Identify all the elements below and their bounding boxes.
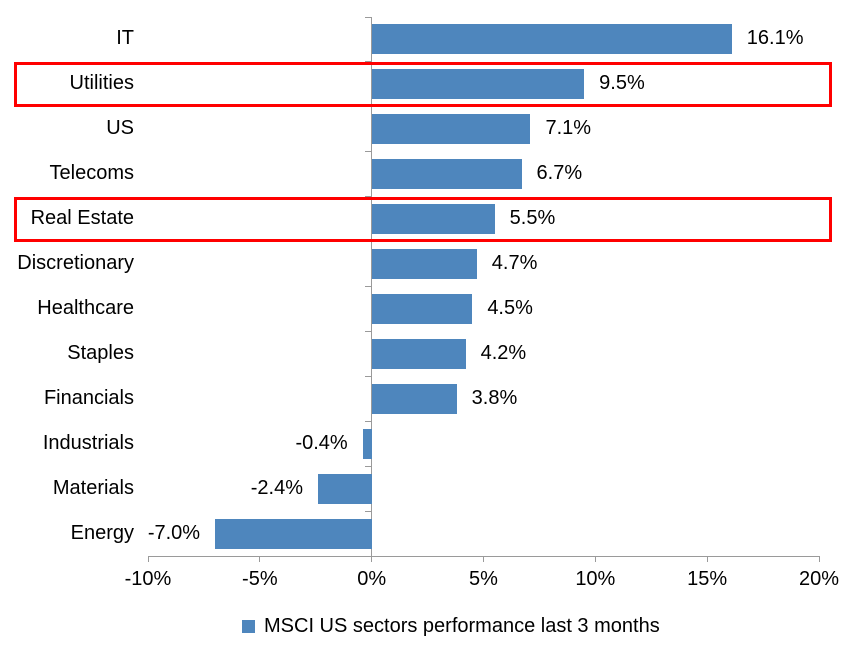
x-tick-label: 10% [575, 568, 616, 590]
bar [317, 473, 372, 504]
bar [362, 428, 372, 459]
bar [371, 159, 522, 190]
x-tick-label: 0% [357, 568, 387, 590]
x-axis-tick [706, 556, 708, 562]
bar [215, 518, 372, 549]
x-tick-label: 15% [687, 568, 728, 590]
x-axis-tick [147, 556, 149, 562]
x-tick-label: 20% [798, 568, 840, 590]
y-axis-tick [364, 106, 372, 108]
bar [371, 383, 457, 414]
y-axis-line [371, 17, 373, 556]
x-axis-tick [483, 556, 484, 562]
y-axis-tick [364, 375, 372, 377]
y-axis-tick [364, 16, 372, 18]
value-label: 4.7% [491, 252, 538, 275]
value-label: 3.8% [471, 386, 518, 409]
legend: MSCI US sectors performance last 3 month… [242, 613, 660, 639]
value-label: 4.2% [480, 341, 527, 364]
x-axis-tick [371, 556, 373, 562]
category-label: Healthcare [37, 296, 134, 319]
x-tick-label: -10% [124, 568, 172, 590]
x-tick-label: -5% [242, 568, 278, 590]
category-label: Telecoms [49, 162, 134, 185]
category-label: Real Estate [30, 207, 134, 230]
value-label: 7.1% [545, 117, 592, 140]
category-label: Industrials [42, 431, 134, 454]
x-axis-tick [259, 556, 261, 562]
category-label: Utilities [69, 72, 134, 95]
category-label: Discretionary [17, 252, 134, 275]
value-label: 4.5% [487, 296, 533, 319]
y-axis-tick [364, 151, 372, 153]
bar [371, 249, 477, 280]
category-label: Energy [70, 521, 134, 544]
bar [371, 114, 531, 145]
category-label: Staples [67, 341, 134, 364]
value-label: 5.5% [509, 207, 556, 230]
value-label: -7.0% [147, 521, 201, 544]
bar [371, 338, 466, 369]
y-axis-tick [364, 286, 372, 287]
category-label: Materials [52, 476, 134, 499]
bar [371, 69, 585, 100]
y-axis-tick [364, 420, 372, 422]
highlight-box-utilities [14, 61, 832, 107]
value-label: -0.4% [295, 431, 348, 454]
value-label: 16.1% [746, 27, 804, 50]
bar [371, 204, 495, 235]
value-label: 9.5% [599, 72, 645, 95]
highlight-box-real-estate [14, 196, 832, 242]
y-axis-tick [364, 510, 372, 512]
value-label: -2.4% [250, 476, 303, 499]
category-label: IT [116, 27, 134, 50]
value-label: 6.7% [536, 162, 583, 185]
category-label: Financials [43, 386, 134, 409]
y-axis-tick [364, 241, 372, 243]
x-axis-tick [818, 556, 820, 562]
bar [371, 293, 473, 324]
x-tick-label: 5% [469, 568, 498, 590]
bar [371, 24, 732, 55]
x-axis-tick [594, 556, 596, 562]
legend-label: MSCI US sectors performance last 3 month… [264, 614, 660, 637]
legend-swatch-icon [242, 619, 255, 633]
category-label: US [106, 117, 134, 140]
y-axis-tick [364, 465, 372, 467]
y-axis-tick [364, 330, 372, 332]
